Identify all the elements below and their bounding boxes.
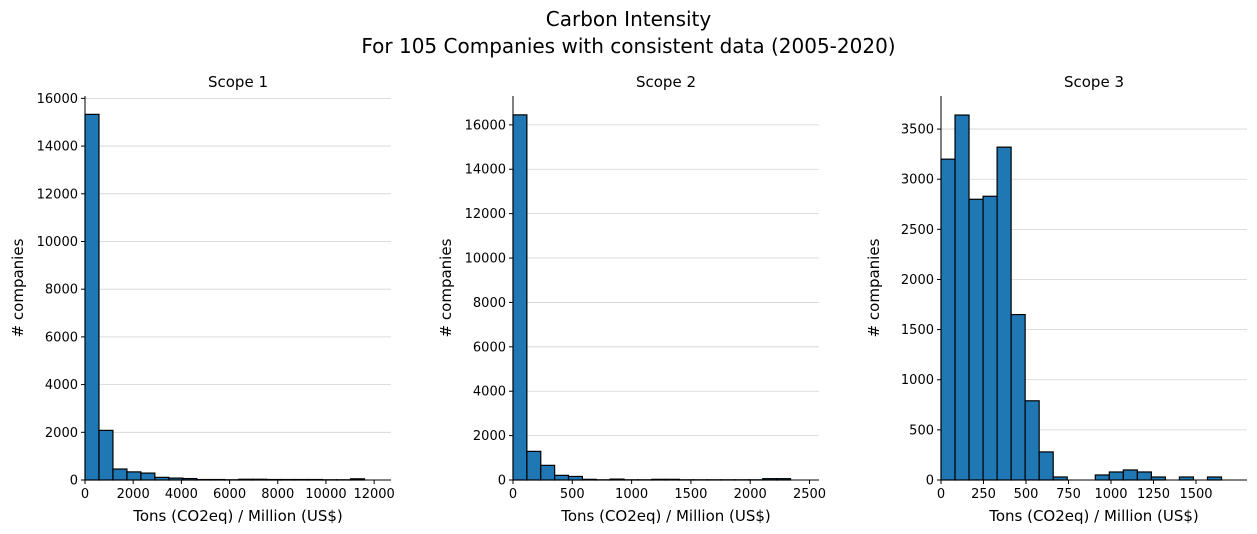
histogram-bar [1108,471,1124,481]
x-tick-label: 4000 [165,487,198,502]
y-tick-label: 16000 [465,118,506,133]
y-tick-label: 2000 [45,426,78,441]
x-tick-label: 1000 [1094,487,1127,502]
x-tick-label: 0 [937,487,945,502]
y-tick-label: 8000 [473,296,506,311]
x-axis-label: Tons (CO2eq) / Million (US$) [132,507,343,525]
histogram-bar [1122,469,1138,481]
x-tick-label: 8000 [261,487,294,502]
x-tick-label: 12000 [353,487,394,502]
y-tick-label: 16000 [37,92,78,107]
y-tick-label: 2000 [473,429,506,444]
x-tick-label: 1250 [1137,487,1170,502]
x-tick-label: 6000 [213,487,246,502]
scope-panel-1: 0 2000 4000 6000 8000 10000 12000 0 2000 4000 6000… [9,73,395,525]
y-tick-label: 500 [909,423,934,438]
histogram-bar [98,429,114,481]
y-tick-label: 2500 [901,223,934,238]
histogram-bar [140,472,156,481]
y-tick-label: 1500 [901,323,934,338]
histogram-bar [567,475,583,481]
panel-title: Scope 2 [636,73,696,91]
y-axis-label: # companies [9,238,27,337]
x-axis-label: Tons (CO2eq) / Million (US$) [988,507,1199,525]
x-tick-label: 250 [971,487,996,502]
y-tick-label: 8000 [45,283,78,298]
histogram-bar [982,195,998,481]
y-tick-label: 12000 [465,207,506,222]
x-tick-label: 500 [560,487,585,502]
x-tick-label: 500 [1014,487,1039,502]
y-tick-label: 1000 [901,373,934,388]
histogram-bar [84,113,100,481]
x-tick-label: 2000 [117,487,150,502]
y-tick-label: 10000 [37,235,78,250]
histogram-bar [954,114,970,481]
figure-title-line2: For 105 Companies with consistent data (… [361,34,896,58]
histogram-bar [1024,400,1040,481]
x-tick-label: 10000 [305,487,346,502]
histogram-bar [512,114,528,481]
x-tick-label: 1500 [1179,487,1212,502]
y-axis-label: # companies [865,238,883,337]
y-tick-label: 4000 [45,378,78,393]
x-tick-label: 0 [81,487,89,502]
histogram-bar [968,198,984,481]
histogram-bar [940,158,956,481]
histogram-bar [1038,451,1054,481]
y-tick-label: 3500 [901,123,934,138]
histogram-bar [112,468,128,481]
x-tick-label: 1000 [615,487,648,502]
y-tick-label: 0 [70,474,78,489]
x-axis-label: Tons (CO2eq) / Million (US$) [560,507,771,525]
histogram-bar [526,450,542,481]
y-tick-label: 0 [926,474,934,489]
y-tick-label: 10000 [465,252,506,267]
figure-title: Carbon Intensity For 105 Companies with … [0,6,1257,60]
histogram-bar [1136,471,1152,481]
y-tick-label: 14000 [465,163,506,178]
histogram-bar [1010,313,1026,481]
x-tick-label: 2500 [793,487,826,502]
scope-panel-3: 0 250 500 750 1000 1250 1500 0 500 1000 1500 2000 25… [865,73,1247,525]
y-tick-label: 14000 [37,140,78,155]
histogram-bar [1094,474,1110,481]
y-tick-label: 6000 [473,340,506,355]
y-tick-label: 0 [498,474,506,489]
y-tick-label: 12000 [37,187,78,202]
histogram-bar [554,474,570,481]
x-tick-label: 0 [509,487,517,502]
figure-title-line1: Carbon Intensity [545,7,712,31]
y-axis-label: # companies [437,238,455,337]
x-tick-label: 750 [1056,487,1081,502]
y-tick-label: 6000 [45,330,78,345]
x-tick-label: 1500 [674,487,707,502]
x-tick-label: 2000 [734,487,767,502]
y-tick-label: 3000 [901,173,934,188]
panel-title: Scope 3 [1064,73,1124,91]
scope-panel-2: 0 500 1000 1500 2000 2500 0 2000 4000 6000 8000 100… [437,73,826,525]
panel-title: Scope 1 [208,73,268,91]
y-tick-label: 4000 [473,385,506,400]
y-tick-label: 2000 [901,273,934,288]
histogram-bar [996,146,1012,481]
histogram-bar [540,464,556,481]
histogram-bar [126,471,142,481]
